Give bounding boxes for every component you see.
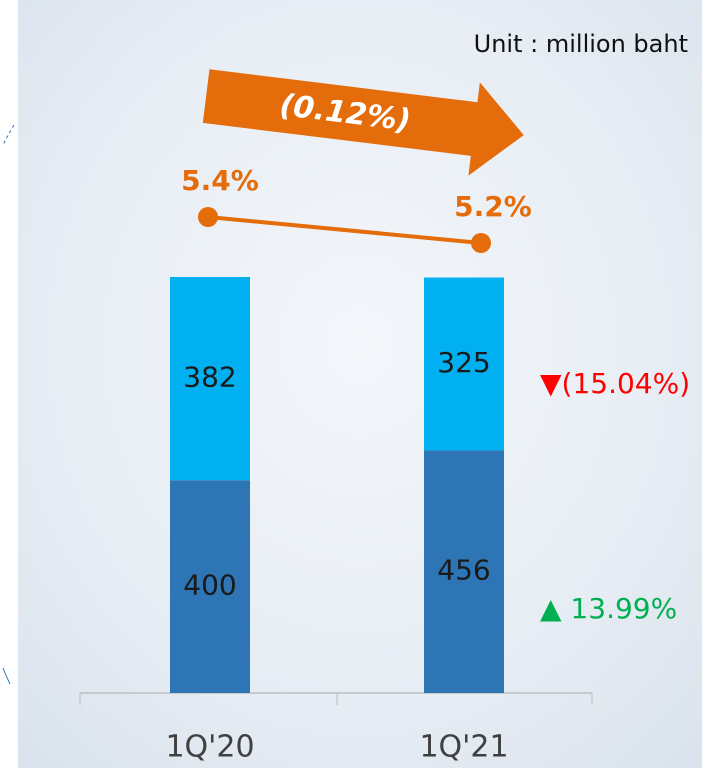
data-label: 325 [437,346,490,379]
series-change-label: ▲ 13.99% [540,592,677,625]
arrow-shape [202,69,524,176]
series-change-label: ▼(15.04%) [540,367,690,400]
decoration [2,124,15,146]
data-label: 456 [437,554,490,587]
bar-segment [170,480,250,693]
unit-note: Unit : million baht [474,30,688,58]
bar-segment [170,277,250,481]
data-label: 382 [183,361,236,394]
bar-segment [424,450,504,693]
line-label: 5.2% [454,190,532,223]
line-point [198,207,218,227]
line [207,215,482,245]
decoration [2,667,11,685]
line-label: 5.4% [181,164,259,197]
x-tick-label: 1Q'21 [419,730,508,765]
x-tick-label: 1Q'20 [165,730,254,765]
line-point [471,233,491,253]
bar-segment [424,277,504,451]
data-label: 400 [183,569,236,602]
change-arrow: (0.12%) [202,69,524,176]
